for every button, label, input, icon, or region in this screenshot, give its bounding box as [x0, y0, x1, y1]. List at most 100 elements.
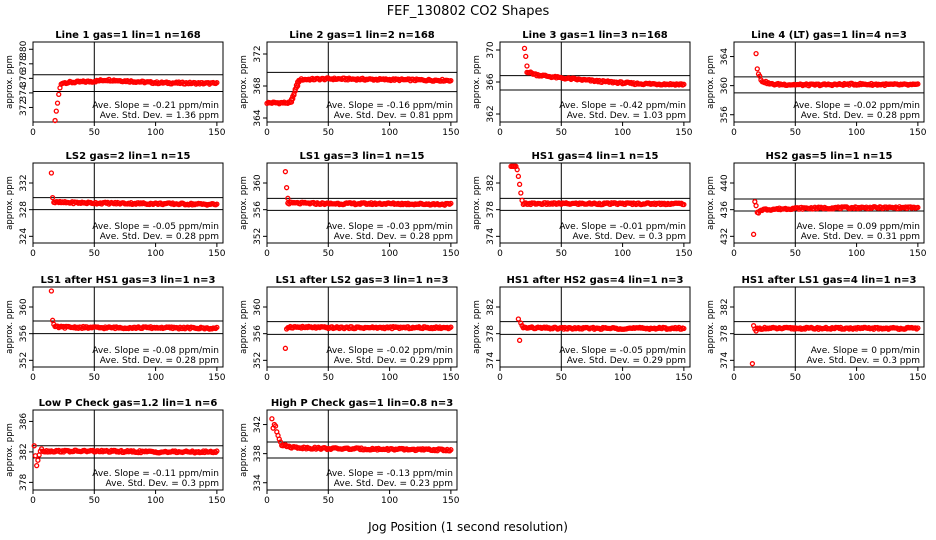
stats-annotation: Ave. Std. Dev. = 0.29 ppm: [567, 356, 686, 366]
y-tick-label: 342: [253, 416, 263, 433]
y-tick-label: 386: [19, 413, 29, 430]
plot-frame: [733, 286, 925, 368]
y-tick-label: 332: [19, 174, 29, 191]
x-tick-label: 0: [264, 373, 270, 383]
data-point: [516, 181, 523, 187]
data-point: [523, 53, 529, 60]
panel-title: HS1 after LS1 gas=4 lin=1 n=3: [741, 275, 916, 286]
y-tick-label: 432: [720, 228, 730, 245]
trend-points: [59, 76, 220, 87]
stats-annotation: Ave. Slope = -0.01 ppm/min: [559, 222, 686, 232]
y-tick-label: 356: [253, 201, 263, 218]
plot-frame: [266, 41, 458, 123]
x-tick-label: 0: [731, 128, 737, 138]
plot-frame: [32, 41, 224, 123]
y-tick-label: 382: [720, 298, 730, 315]
x-tick-label: 50: [323, 373, 335, 383]
y-tick-label: 376: [19, 70, 29, 87]
plot-frame: [266, 409, 458, 491]
panel-title: Line 1 gas=1 lin=1 n=168: [55, 30, 201, 41]
data-point: [753, 50, 759, 57]
x-tick-label: 0: [731, 373, 737, 383]
data-point: [915, 81, 921, 87]
y-tick-label: 360: [253, 298, 263, 315]
y-tick-label: 378: [486, 325, 496, 342]
data-point: [282, 169, 289, 175]
y-tick-label: 364: [720, 48, 730, 65]
panel-title: Line 4 (LT) gas=1 lin=4 n=3: [751, 30, 907, 41]
y-tick-label: 378: [19, 474, 29, 491]
y-axis-label: approx. ppm: [706, 176, 716, 230]
y-tick-label: 356: [19, 325, 29, 342]
data-point: [520, 201, 526, 207]
x-tick-label: 0: [497, 249, 503, 259]
data-point: [754, 66, 760, 72]
x-tick-label: 150: [208, 128, 225, 138]
x-tick-label: 100: [848, 249, 865, 259]
y-tick-label: 382: [486, 174, 496, 191]
panel-6: LS1 gas=3 lin=1 n=15 0 50 100 150 352 356 360 ap…: [239, 151, 460, 259]
x-tick-label: 50: [323, 496, 335, 506]
x-tick-label: 150: [208, 373, 225, 383]
y-tick-label: 324: [19, 227, 29, 244]
x-tick-label: 50: [556, 128, 568, 138]
y-tick-label: 436: [720, 201, 730, 218]
data-point: [31, 443, 37, 449]
y-axis-label: approx. ppm: [472, 300, 482, 354]
stats-annotation: Ave. Slope = -0.13 ppm/min: [326, 469, 453, 479]
stats-annotation: Ave. Std. Dev. = 0.3 ppm: [573, 232, 686, 242]
panel-12: HS1 after LS1 gas=4 lin=1 n=3 0 50 100 150 37…: [706, 275, 927, 383]
x-tick-label: 150: [675, 128, 692, 138]
y-axis-label: approx. ppm: [239, 55, 249, 109]
data-point: [282, 345, 289, 351]
x-tick-label: 150: [442, 496, 459, 506]
y-axis-label: approx. ppm: [239, 423, 249, 477]
data-point: [915, 204, 921, 211]
stats-annotation: Ave. Slope = -0.42 ppm/min: [559, 101, 686, 111]
data-point: [516, 337, 523, 343]
y-tick-label: 374: [19, 84, 29, 101]
plot-frame: [32, 162, 224, 244]
panel-title: HS2 gas=5 lin=1 n=15: [766, 151, 893, 162]
data-point: [750, 231, 757, 237]
y-tick-label: 372: [19, 99, 29, 116]
plot-frame: [266, 286, 458, 368]
x-tick-label: 100: [381, 373, 398, 383]
x-tick-label: 100: [147, 496, 164, 506]
x-tick-label: 150: [675, 249, 692, 259]
x-tick-label: 0: [731, 249, 737, 259]
panel-11: HS1 after HS2 gas=4 lin=1 n=3 0 50 100 150 37…: [472, 275, 693, 383]
panel-title: Line 3 gas=1 lin=3 n=168: [522, 30, 668, 41]
plot-frame: [266, 162, 458, 244]
plot-frame: [32, 409, 224, 491]
y-tick-label: 356: [720, 106, 730, 123]
y-tick-label: 378: [720, 325, 730, 342]
x-tick-label: 0: [264, 249, 270, 259]
data-point: [448, 324, 454, 330]
panel-title: LS1 gas=3 lin=1 n=15: [300, 151, 425, 162]
stats-annotation: Ave. Slope = -0.03 ppm/min: [326, 222, 453, 232]
trend-points: [758, 204, 921, 214]
x-tick-label: 0: [30, 128, 36, 138]
trend-points: [520, 324, 687, 332]
data-point: [269, 416, 275, 422]
x-tick-label: 150: [675, 373, 692, 383]
data-point: [524, 63, 530, 69]
figure-title: FEF_130802 CO2 Shapes: [387, 4, 550, 19]
x-tick-label: 100: [381, 249, 398, 259]
x-tick-label: 0: [30, 373, 36, 383]
y-tick-label: 372: [253, 45, 263, 62]
y-tick-label: 362: [486, 105, 496, 122]
stats-annotation: Ave. Std. Dev. = 1.03 ppm: [567, 111, 686, 121]
data-point: [448, 77, 454, 84]
x-tick-label: 100: [147, 128, 164, 138]
stats-annotation: Ave. Slope = -0.05 ppm/min: [559, 346, 686, 356]
panel-7: HS1 gas=4 lin=1 n=15 0 50 100 150 374 378 382 ap…: [472, 151, 693, 259]
panel-10: LS1 after LS2 gas=3 lin=1 n=3 0 50 100 150 35…: [239, 275, 460, 383]
y-axis-label: approx. ppm: [706, 300, 716, 354]
data-point: [518, 320, 524, 326]
stats-annotation: Ave. Slope = -0.02 ppm/min: [326, 346, 453, 356]
data-point: [448, 200, 454, 207]
